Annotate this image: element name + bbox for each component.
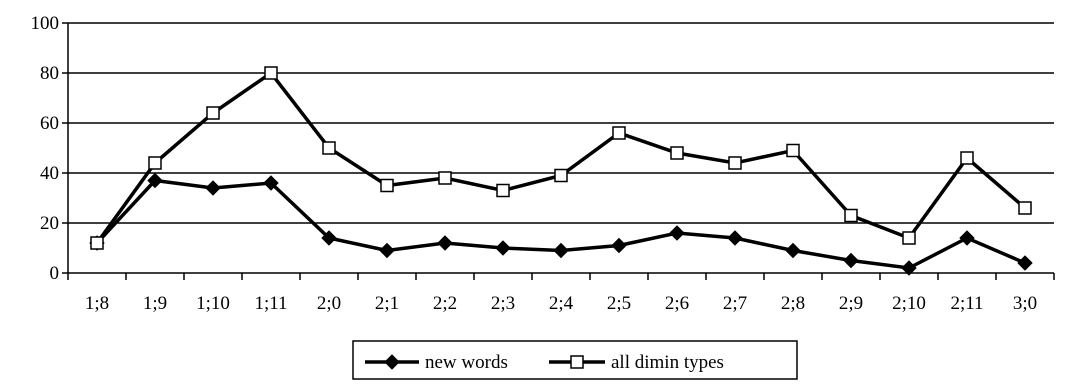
- data-point-all-dimin-types: [612, 126, 626, 140]
- data-point-all-dimin-types: [902, 231, 916, 245]
- x-tick-label: 2;1: [375, 293, 399, 314]
- y-tick-labels: 0 20 40 60 80 100: [31, 13, 60, 284]
- data-point-all-dimin-types: [554, 168, 568, 183]
- y-tick-label: 20: [40, 213, 59, 234]
- x-tick-label: 1;9: [143, 293, 167, 314]
- legend-label-all-dimin-types: all dimin types: [611, 352, 724, 373]
- data-point-new-words: [553, 242, 569, 259]
- data-point-all-dimin-types: [786, 143, 800, 158]
- data-point-new-words: [321, 230, 337, 246]
- x-tick-label: 1;10: [196, 293, 230, 314]
- x-tick-label: 1;11: [254, 293, 287, 314]
- data-point-all-dimin-types: [844, 208, 858, 223]
- x-tick-label: 2;11: [950, 293, 983, 314]
- data-point-all-dimin-types: [728, 156, 742, 170]
- x-tick-label: 3;0: [1013, 293, 1037, 314]
- x-tick-label: 2;7: [723, 293, 747, 314]
- x-tick-label: 2;4: [549, 293, 574, 314]
- data-point-new-words: [379, 242, 395, 259]
- x-tick-label: 2;3: [491, 293, 515, 314]
- data-point-new-words: [959, 230, 975, 246]
- data-point-all-dimin-types: [206, 106, 220, 120]
- y-tick-label: 0: [50, 263, 60, 284]
- data-point-all-dimin-types: [1018, 201, 1032, 215]
- y-tick-label: 60: [40, 113, 59, 134]
- gridlines: [68, 22, 1054, 224]
- data-point-new-words: [205, 180, 221, 196]
- data-point-all-dimin-types: [438, 171, 452, 185]
- data-point-new-words: [1017, 255, 1033, 271]
- x-tick-label: 1;8: [85, 293, 109, 314]
- data-point-all-dimin-types: [496, 183, 510, 198]
- data-point-new-words: [611, 237, 627, 254]
- series-lines: [89, 66, 1033, 276]
- x-tick-label: 2;10: [892, 293, 926, 314]
- data-point-new-words: [843, 252, 859, 269]
- legend-marker-square: [570, 355, 584, 369]
- data-point-new-words: [263, 175, 279, 191]
- axes: [62, 22, 1055, 280]
- y-tick-label: 80: [40, 63, 59, 84]
- series-line-2: [95, 70, 1027, 245]
- x-tick-label: 2;2: [433, 293, 457, 314]
- x-tick-labels: 1;8 1;9 1;10 1;11 2;0 2;1 2;2 2;3 2;4 2;5 2;6 2;7 2;…: [85, 293, 1037, 314]
- data-point-new-words: [437, 235, 453, 251]
- data-point-all-dimin-types: [670, 146, 684, 160]
- legend-marker-diamond: [384, 354, 400, 370]
- data-point-all-dimin-types: [90, 236, 104, 250]
- data-point-new-words: [147, 172, 163, 189]
- x-tick-label: 2;9: [839, 293, 863, 314]
- x-tick-label: 2;8: [781, 293, 805, 314]
- data-point-all-dimin-types: [380, 178, 394, 193]
- x-tick-label: 2;0: [317, 293, 341, 314]
- data-point-all-dimin-types: [264, 66, 278, 80]
- data-point-new-words: [495, 240, 511, 256]
- legend-label-new-words: new words: [425, 352, 508, 373]
- y-tick-label: 40: [40, 163, 59, 184]
- data-point-new-words: [669, 225, 685, 241]
- legend: new words all dimin types: [352, 340, 798, 380]
- data-point-new-words: [727, 230, 743, 246]
- data-point-new-words: [785, 242, 801, 259]
- data-point-all-dimin-types: [322, 141, 336, 155]
- data-point-all-dimin-types: [960, 151, 974, 165]
- x-tick-label: 2;6: [665, 293, 689, 314]
- x-tick-label: 2;5: [607, 293, 631, 314]
- data-point-all-dimin-types: [148, 156, 162, 170]
- y-tick-label: 100: [31, 13, 60, 34]
- data-point-new-words: [901, 260, 917, 276]
